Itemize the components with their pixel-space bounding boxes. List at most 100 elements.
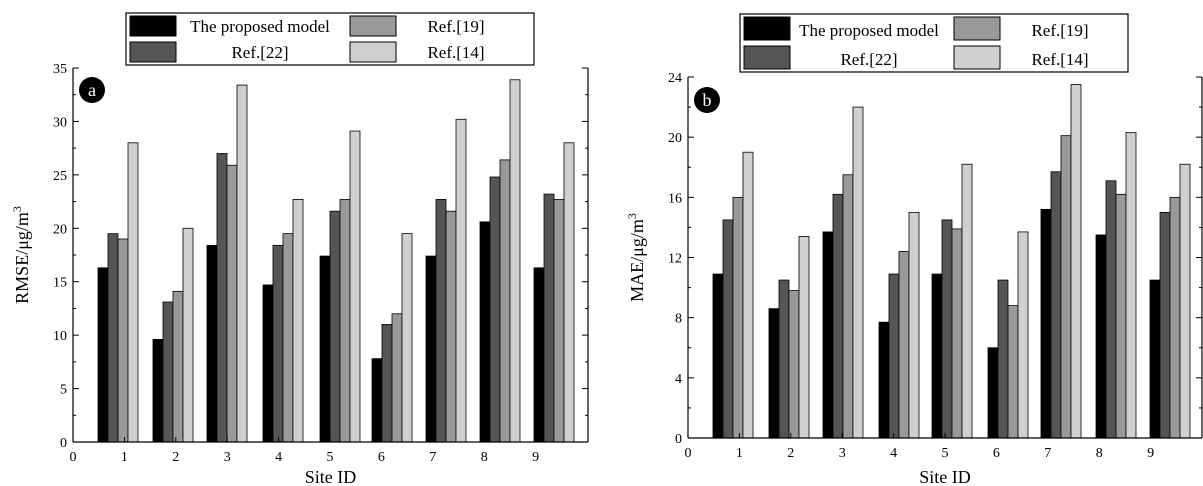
- bar-site4-series2: [272, 244, 284, 443]
- x-tick-label: 8: [481, 450, 488, 465]
- bar-site5-series1: [319, 255, 331, 443]
- legend-label: The proposed model: [799, 21, 939, 40]
- legend-label: Ref.[14]: [1031, 50, 1088, 69]
- bar-site8-series4: [509, 79, 521, 443]
- x-tick-label: 3: [839, 446, 846, 461]
- bar-site4-series4: [292, 199, 304, 443]
- y-tick-label: 20: [668, 131, 682, 146]
- bar-site5-series2: [329, 210, 341, 443]
- bar-site3-series2: [216, 153, 228, 443]
- bar-site8-series2: [1105, 180, 1117, 439]
- x-tick-label: 0: [70, 450, 77, 465]
- bar-site9-series3: [1169, 196, 1181, 439]
- panel-badge-label: a: [88, 80, 96, 100]
- bar-site3-series3: [226, 164, 238, 443]
- legend-swatch: [129, 41, 177, 63]
- legend-label: The proposed model: [190, 17, 330, 36]
- bar-site1-series2: [722, 219, 734, 439]
- bar-site1-series1: [712, 273, 724, 439]
- bar-site9-series1: [533, 267, 545, 443]
- bar-site3-series2: [832, 193, 844, 439]
- y-tick-label: 25: [53, 169, 67, 184]
- bar-site3-series1: [206, 244, 218, 443]
- y-tick-label: 12: [668, 252, 682, 267]
- y-tick-label: 0: [675, 432, 682, 447]
- x-tick-label: 7: [1044, 446, 1051, 461]
- bar-site8-series4: [1125, 132, 1137, 439]
- legend-box: [125, 12, 535, 66]
- legend-label: Ref.[22]: [231, 43, 288, 62]
- bar-site9-series1: [1149, 279, 1161, 439]
- bar-site4-series4: [908, 211, 920, 439]
- bar-site5-series4: [349, 130, 361, 443]
- bar-site5-series2: [941, 219, 953, 439]
- bar-site5-series4: [961, 163, 973, 439]
- bar-site3-series4: [236, 84, 248, 443]
- bar-site8-series1: [1095, 234, 1107, 439]
- bar-site6-series2: [997, 279, 1009, 439]
- y-axis-label: RMSE/μg/m3: [10, 206, 32, 304]
- bar-site8-series3: [1115, 193, 1127, 439]
- bar-site6-series2: [381, 324, 393, 443]
- x-tick-label: 9: [1147, 446, 1154, 461]
- legend: The proposed model Ref.[22] Ref.[19] Ref.[1…: [125, 12, 535, 66]
- x-axis-label: Site ID: [919, 467, 971, 486]
- y-tick-label: 0: [60, 436, 67, 451]
- x-tick-label: 2: [787, 446, 794, 461]
- bar-site3-series1: [822, 231, 834, 439]
- x-tick-label: 4: [275, 450, 282, 465]
- bar-site2-series2: [778, 279, 790, 439]
- panel-badge: [79, 77, 105, 103]
- bar-site7-series1: [1040, 208, 1052, 439]
- y-axis-label: MAE/μg/m3: [625, 213, 647, 302]
- x-tick-label: 6: [378, 450, 385, 465]
- bar-site9-series3: [553, 199, 565, 443]
- legend-swatch: [349, 15, 397, 37]
- legend-swatch: [743, 16, 791, 41]
- bars-b: [712, 84, 1191, 439]
- x-tick-label: 8: [1096, 446, 1103, 461]
- bar-site2-series1: [768, 308, 780, 439]
- bar-site6-series3: [391, 313, 403, 443]
- bar-site8-series3: [499, 159, 511, 443]
- bar-site2-series2: [162, 301, 174, 443]
- y-tick-label: 8: [675, 312, 682, 327]
- bar-site2-series4: [798, 236, 810, 439]
- legend-label: Ref.[19]: [1031, 21, 1088, 40]
- x-tick-label: 3: [224, 450, 231, 465]
- legend-swatch: [953, 16, 1001, 41]
- bars-a: [97, 79, 575, 443]
- bar-site2-series3: [788, 290, 800, 439]
- x-tick-label: 2: [172, 450, 179, 465]
- x-tick-label: 5: [942, 446, 949, 461]
- legend-swatch: [129, 15, 177, 37]
- bar-site6-series4: [1017, 231, 1029, 439]
- bar-site6-series3: [1007, 305, 1019, 439]
- bar-site1-series3: [117, 238, 129, 443]
- bar-site8-series1: [479, 221, 491, 443]
- bar-site8-series2: [489, 176, 501, 443]
- bar-site6-series1: [371, 358, 383, 443]
- y-tick-label: 24: [668, 71, 682, 86]
- legend: The proposed model Ref.[22] Ref.[19] Ref.[1…: [739, 13, 1129, 73]
- x-tick-label: 0: [685, 446, 692, 461]
- x-axis-label: Site ID: [305, 467, 357, 486]
- bar-site7-series1: [425, 255, 437, 443]
- bar-site2-series3: [172, 290, 184, 443]
- y-tick-label: 35: [53, 62, 67, 77]
- bar-site4-series1: [262, 284, 274, 443]
- y-tick-label: 30: [53, 115, 67, 130]
- bar-site1-series4: [742, 151, 754, 439]
- x-tick-label: 5: [327, 450, 334, 465]
- bar-site1-series1: [97, 267, 109, 443]
- panel-badge-label: b: [703, 90, 712, 110]
- legend-swatch: [953, 45, 1001, 70]
- legend-swatch: [349, 41, 397, 63]
- bar-site7-series2: [1050, 171, 1062, 439]
- bar-site5-series3: [951, 228, 963, 439]
- y-tick-label: 15: [53, 276, 67, 291]
- y-tick-label: 20: [53, 222, 67, 237]
- legend-label: Ref.[19]: [427, 17, 484, 36]
- bar-site6-series1: [987, 347, 999, 439]
